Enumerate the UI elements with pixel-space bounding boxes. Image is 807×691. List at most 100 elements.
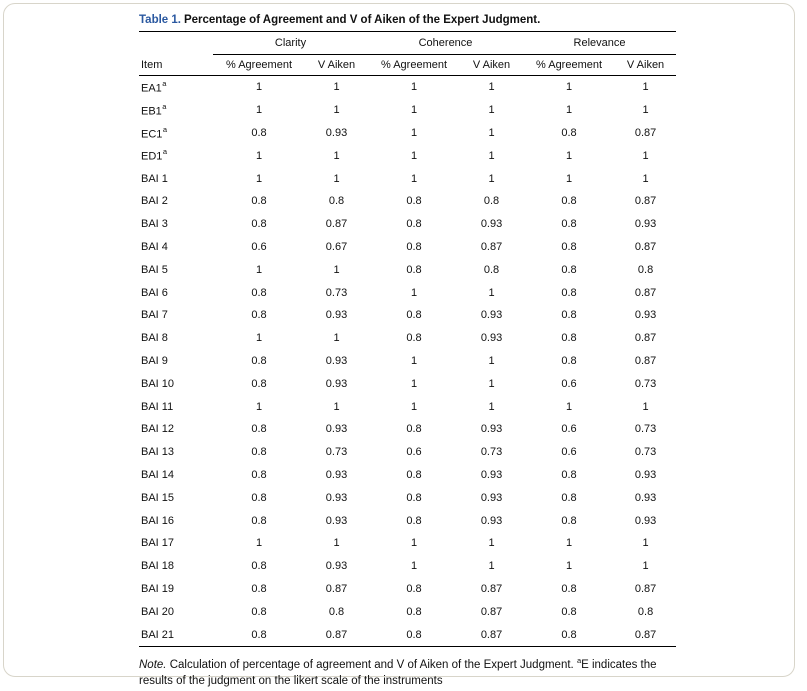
value-cell: 0.93 [634,309,657,322]
table-row: BAI 12 0.8 0.93 0.8 0.93 0.6 0.73 [139,418,676,441]
column-header-clarity-vaiken: V Aiken [305,54,369,76]
table-container: Table 1. Percentage of Agreement and V of… [139,13,677,690]
value-cell: 0.93 [480,491,503,504]
value-cell: 0.93 [634,514,657,527]
value-cell: 0.8 [406,605,422,618]
value-cell: 1 [255,104,263,117]
table-row: BAI 9 0.8 0.93 1 1 0.8 0.87 [139,350,676,373]
value-cell: 0.8 [251,582,267,595]
value-cell: 1 [565,104,573,117]
page-border: Table 1. Percentage of Agreement and V of… [3,3,795,687]
value-cell: 0.87 [480,582,503,595]
value-cell: 0.93 [325,491,348,504]
value-cell: 0.73 [634,446,657,459]
value-cell: 0.8 [561,240,577,253]
value-cell: 0.6 [406,446,422,459]
value-cell: 0.93 [480,218,503,231]
table-caption: Table 1. Percentage of Agreement and V of… [139,13,676,28]
table-caption-label: Table 1. [139,14,181,26]
expert-judgment-table: Clarity Coherence Relevance Item % Agree… [139,31,677,647]
item-cell: BAI 11 [141,400,174,413]
item-cell: BAI 7 [141,309,168,322]
item-cell: EC1a [141,124,168,141]
value-cell: 0.8 [561,309,577,322]
value-cell: 1 [565,81,573,94]
table-row: BAI 16 0.8 0.93 0.8 0.93 0.8 0.93 [139,509,676,532]
value-cell: 1 [565,537,573,550]
value-cell: 0.8 [406,218,422,231]
value-cell: 1 [642,104,649,117]
value-cell: 0.8 [483,263,500,276]
value-cell: 0.87 [634,354,657,367]
note-label: Note. [139,658,167,671]
item-cell: BAI 17 [141,537,175,550]
value-cell: 0.8 [561,263,577,276]
table-row: BAI 18 0.8 0.93 1 1 1 1 [139,555,676,578]
value-cell: 0.8 [406,195,422,208]
value-cell: 0.8 [561,514,577,527]
value-cell: 0.93 [325,514,348,527]
value-cell: 1 [255,172,263,185]
value-cell: 0.93 [325,468,348,481]
value-cell: 0.73 [480,446,503,459]
value-cell: 0.8 [328,605,345,618]
value-cell: 0.93 [480,514,503,527]
value-cell: 0.87 [480,605,503,618]
value-cell: 0.87 [460,623,524,647]
item-cell: BAI 12 [141,423,175,436]
group-header-relevance: Relevance [523,31,677,55]
value-cell: 0.8 [406,309,422,322]
value-cell: 1 [642,537,649,550]
table-row: BAI 7 0.8 0.93 0.8 0.93 0.8 0.93 [139,304,676,327]
table-row: EC1a 0.8 0.93 1 1 0.8 0.87 [139,122,676,145]
value-cell: 1 [333,263,340,276]
value-cell: 0.87 [634,195,657,208]
value-cell: 0.8 [406,582,422,595]
table-row: BAI 6 0.8 0.73 1 1 0.8 0.87 [139,281,676,304]
value-cell: 1 [255,149,263,162]
value-cell: 0.93 [325,377,348,390]
item-cell: BAI 14 [141,468,175,481]
table-row: BAI 21 0.8 0.87 0.8 0.87 0.8 0.87 [139,623,677,647]
item-superscript: a [162,147,168,157]
item-cell: BAI 6 [141,286,168,299]
value-cell: 0.8 [251,560,267,573]
value-cell: 0.93 [480,309,503,322]
column-header-clarity-agreement: % Agreement [213,54,305,76]
table-row: BAI 1 1 1 1 1 1 1 [139,167,676,190]
item-cell: ED1a [141,147,168,164]
value-cell: 0.8 [406,332,422,345]
value-cell: 0.6 [561,423,577,436]
item-cell: BAI 21 [139,623,213,647]
value-cell: 1 [488,81,495,94]
value-cell: 0.93 [325,309,348,322]
value-cell: 0.8 [561,354,577,367]
item-superscript: a [162,79,167,89]
value-cell: 1 [255,263,263,276]
value-cell: 1 [333,400,340,413]
group-header-row: Clarity Coherence Relevance [139,31,677,55]
value-cell: 0.67 [325,240,348,253]
value-cell: 0.87 [305,623,369,647]
value-cell: 0.87 [634,286,657,299]
value-cell: 0.87 [634,582,657,595]
value-cell: 1 [642,560,649,573]
item-cell: EA1a [141,79,167,95]
value-cell: 0.8 [368,623,461,647]
value-cell: 1 [333,172,340,185]
value-cell: 1 [410,537,418,550]
table-row: EA1a 1 1 1 1 1 1 [139,76,676,99]
value-cell: 0.8 [561,468,577,481]
note-text-2: E indicates the results of the judgment … [139,658,657,688]
value-cell: 1 [255,537,263,550]
value-cell: 0.8 [251,126,267,139]
value-cell: 1 [488,172,495,185]
value-cell: 0.87 [480,240,503,253]
value-cell: 1 [565,400,573,413]
note-superscript: a [576,655,582,665]
value-cell: 1 [410,81,418,94]
value-cell: 1 [488,377,495,390]
note-text-1: Calculation of percentage of agreement a… [166,658,577,671]
value-cell: 1 [255,400,263,413]
